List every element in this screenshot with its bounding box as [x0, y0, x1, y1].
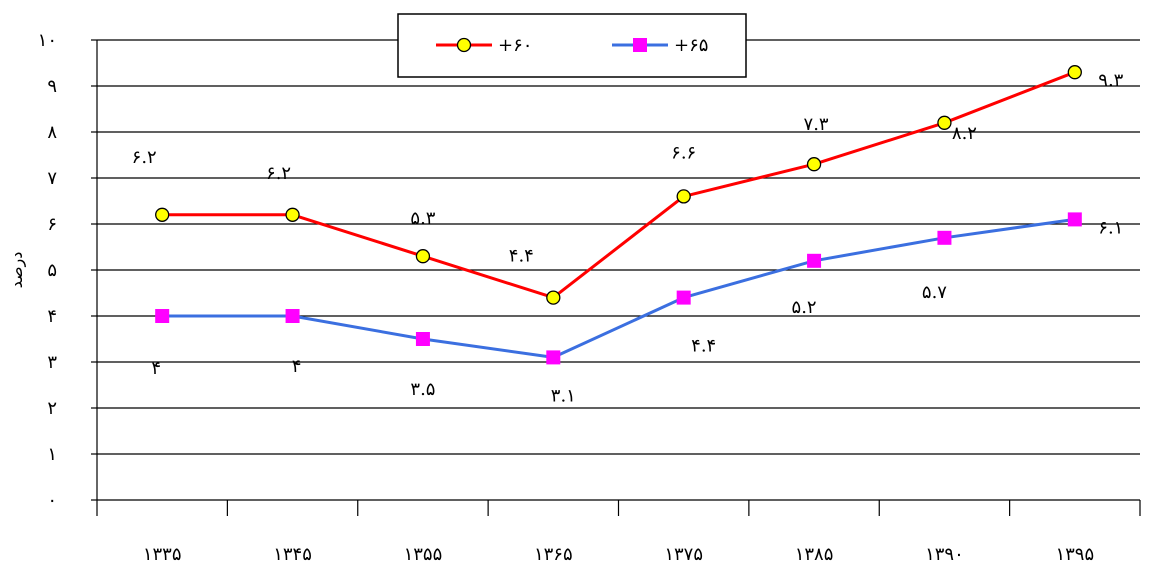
- legend-label: +۶۵: [674, 35, 708, 56]
- point-marker: [1067, 212, 1082, 227]
- data-label: ۶.۱: [1098, 217, 1123, 238]
- data-label: ۳.۵: [410, 379, 435, 400]
- x-tick-label: ۱۳۹۵: [1055, 544, 1094, 565]
- y-tick-label: ۴: [47, 306, 57, 327]
- point-marker: [676, 189, 691, 204]
- x-tick-label: ۱۳۸۵: [795, 544, 834, 565]
- data-label: ۶.۶: [671, 142, 696, 163]
- point-marker: [937, 230, 952, 245]
- data-label: ۳.۱: [551, 385, 576, 406]
- series-line: [162, 70, 1076, 300]
- point-marker: [1067, 65, 1082, 80]
- y-tick-label: ۲: [47, 398, 57, 419]
- y-tick-label: ۳: [47, 352, 57, 373]
- data-label: ۵.۲: [792, 297, 817, 318]
- legend-marker: [633, 38, 647, 52]
- x-tick-label: ۱۳۳۵: [143, 544, 182, 565]
- point-marker: [546, 350, 561, 365]
- legend-label: +۶۰: [498, 35, 532, 56]
- data-label: ۵.۳: [410, 208, 435, 229]
- x-tick-label: ۱۳۹۰: [925, 544, 964, 565]
- data-label: ۷.۳: [804, 114, 829, 135]
- point-marker: [937, 115, 952, 130]
- point-marker: [155, 207, 170, 222]
- x-tick-label: ۱۳۶۵: [534, 544, 573, 565]
- y-tick-label: ۱: [47, 444, 57, 465]
- y-tick-label: ۷: [47, 168, 57, 189]
- legend-marker: [456, 37, 472, 53]
- y-tick-label: ۹: [47, 76, 57, 97]
- data-label: ۴: [151, 358, 161, 379]
- point-marker: [155, 309, 170, 323]
- point-marker: [676, 290, 691, 305]
- x-tick-label: ۱۳۴۵: [273, 544, 312, 565]
- y-tick-label: ۱۰: [38, 30, 57, 51]
- data-label: ۵.۷: [922, 282, 947, 303]
- y-tick-label: ۵: [47, 260, 57, 281]
- point-marker: [415, 249, 431, 264]
- x-tick-label: ۱۳۵۵: [404, 544, 443, 565]
- point-marker: [415, 332, 430, 346]
- data-label: ۶.۲: [266, 163, 291, 184]
- y-tick-label: ۶: [47, 214, 57, 235]
- data-label: ۴.۴: [691, 336, 716, 357]
- data-label: ۶.۲: [132, 147, 157, 168]
- y-tick-label: ۰: [47, 490, 57, 511]
- x-tick-label: ۱۳۷۵: [664, 544, 703, 565]
- point-marker: [806, 157, 822, 172]
- series-line: [162, 217, 1076, 359]
- point-marker: [546, 290, 561, 305]
- point-marker: [285, 207, 300, 222]
- data-label: ۴.۴: [509, 246, 534, 267]
- data-labels: ۶.۲ ۶.۲ ۵.۳ ۴.۴ ۶.۶ ۷.۳ ۸.۲ ۹.۳ ۴ ۴ ۳.۵ ۳.۱ ۴.۴ ۵.۲ ۵.…: [132, 70, 1124, 406]
- legend: +۶۰ +۶۵: [397, 13, 747, 78]
- data-label: ۴: [292, 356, 302, 377]
- point-marker: [807, 253, 822, 268]
- series-lines: [155, 65, 1082, 365]
- y-tick-label: ۸: [47, 122, 57, 143]
- data-label: ۸.۲: [952, 123, 977, 144]
- point-marker: [285, 309, 300, 323]
- data-label: ۹.۳: [1098, 70, 1123, 91]
- axes: ۰ ۱ ۲ ۳ ۴ ۵ ۶ ۷ ۸ ۹ ۱۰ ۱۳۳۵ ۱۳۴۵ ۱۳۵۵ ۱۳۶۵ ۱۳۷۵ ۱۳۸۵ ۱۳۹۰…: [38, 30, 1141, 565]
- y-axis-title: درصد: [7, 252, 27, 289]
